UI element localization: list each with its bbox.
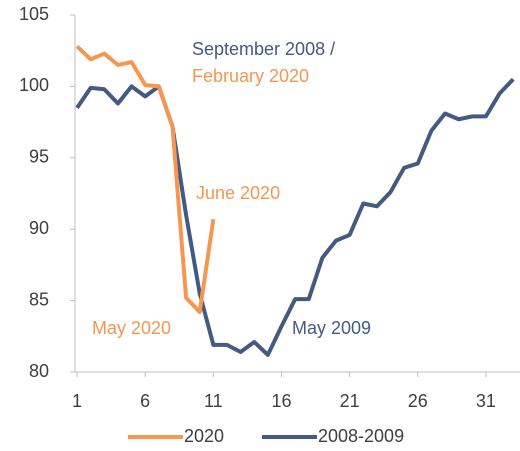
x-tick-label: 1	[72, 391, 82, 411]
y-tick-label: 80	[29, 361, 49, 381]
legend-label: 2020	[184, 426, 224, 446]
annotation: September 2008 /	[192, 39, 335, 59]
series-line	[75, 44, 216, 315]
x-tick-label: 11	[204, 391, 223, 411]
y-tick-label: 95	[29, 147, 49, 167]
y-tick-label: 90	[29, 218, 49, 238]
series-line	[75, 77, 515, 357]
legend-label: 2008-2009	[318, 426, 404, 446]
x-tick-label: 31	[476, 391, 496, 411]
x-tick-label: 26	[408, 391, 428, 411]
annotation: February 2020	[192, 66, 309, 86]
y-tick-label: 105	[19, 4, 49, 24]
y-tick-label: 100	[19, 75, 49, 95]
y-tick-label: 85	[29, 289, 49, 309]
annotation: May 2020	[92, 318, 171, 338]
annotation: June 2020	[196, 183, 280, 203]
x-tick-label: 6	[140, 391, 150, 411]
x-tick-label: 16	[271, 391, 291, 411]
x-tick-label: 21	[340, 391, 360, 411]
annotation: May 2009	[292, 318, 371, 338]
